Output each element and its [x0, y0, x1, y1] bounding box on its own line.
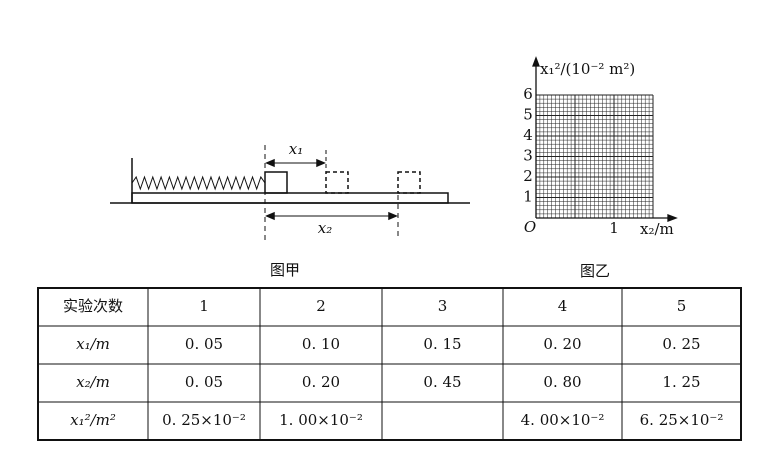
cell-text: x₁/m — [76, 335, 110, 353]
cell-text: 3 — [438, 297, 448, 315]
cell-text: x₂/m — [76, 373, 110, 391]
y-tick-label: 3 — [523, 147, 533, 165]
cell-text: 0. 10 — [302, 335, 340, 353]
cell-text: 5 — [677, 297, 687, 315]
grid — [535, 94, 654, 219]
cell-text: 1. 00×10⁻² — [279, 411, 363, 429]
label-x1: x₁ — [289, 140, 303, 158]
arrowhead — [265, 211, 398, 221]
y-axis-label: x₁²/(10⁻² m²) — [540, 60, 635, 78]
y-tick-label: 2 — [523, 167, 533, 185]
cell-text: 1. 25 — [662, 373, 700, 391]
cell-text: 0. 15 — [423, 335, 461, 353]
cell-text: 1 — [199, 297, 209, 315]
caption: 图甲 — [270, 261, 300, 279]
y-tick-label: 4 — [523, 126, 533, 144]
y-tick-label: 1 — [523, 188, 533, 206]
cell-text: 4 — [558, 297, 568, 315]
table-cell — [381, 401, 504, 441]
cell-text: 4. 00×10⁻² — [521, 411, 605, 429]
cell-text: 0. 25 — [662, 335, 700, 353]
axes — [532, 56, 678, 222]
x-axis-label: x₂/m — [640, 220, 674, 238]
block-ghost — [325, 171, 349, 194]
block — [264, 171, 288, 194]
y-tick-label: 5 — [523, 106, 533, 124]
y-tick-label: 6 — [523, 85, 533, 103]
origin: O — [524, 218, 536, 236]
board — [131, 192, 449, 204]
table-border — [37, 287, 742, 441]
cell-text: 实验次数 — [63, 297, 123, 315]
block-ghost — [397, 171, 421, 194]
cell-text: x₁²/m² — [70, 411, 116, 429]
arrowhead — [265, 158, 326, 168]
cell-text: 0. 05 — [185, 335, 223, 353]
table: 实验次数 1 2 3 4 5 x₁/m 0. 05 0. 10 0. 15 0. 20 0. 25 x₂… — [37, 287, 742, 441]
figure-a — [110, 145, 470, 240]
cell-text: 0. 05 — [185, 373, 223, 391]
x-tick-label: 1 — [609, 219, 619, 237]
cell-text: 0. 45 — [423, 373, 461, 391]
cell-text: 0. 80 — [543, 373, 581, 391]
caption: 图乙 — [580, 262, 610, 280]
cell-text: 0. 25×10⁻² — [162, 411, 246, 429]
cell-text: 6. 25×10⁻² — [640, 411, 724, 429]
cell-text: 0. 20 — [302, 373, 340, 391]
cell-text: 2 — [316, 297, 326, 315]
spring — [131, 175, 266, 191]
cell-text: 0. 20 — [543, 335, 581, 353]
label-x2: x₂ — [318, 219, 332, 237]
